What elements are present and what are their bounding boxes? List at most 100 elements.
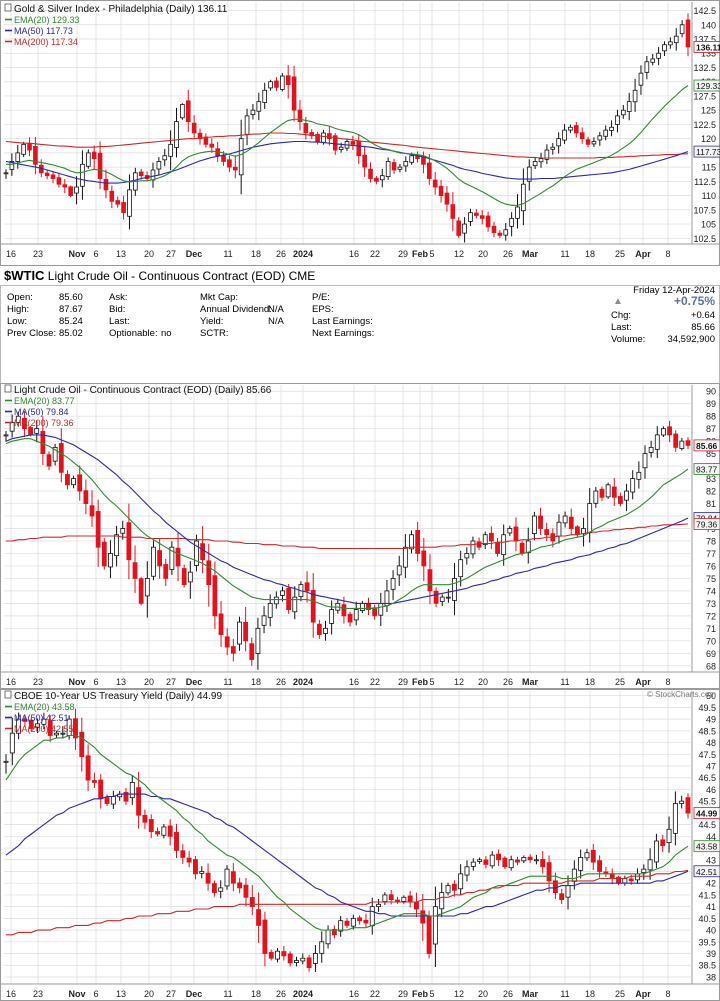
candle-body <box>433 590 439 604</box>
y-tick-label: 81 <box>706 499 716 509</box>
x-tick-label: 5 <box>429 249 434 259</box>
candle <box>396 555 402 586</box>
candle <box>426 910 432 959</box>
candle-body <box>221 154 226 162</box>
x-tick-label: 20 <box>478 677 488 687</box>
candle-body <box>197 132 203 140</box>
candle <box>420 893 426 941</box>
chg-value: +0.64 <box>690 310 715 321</box>
candle-body <box>508 859 514 869</box>
y-tick-label: 44.5 <box>698 820 716 830</box>
y-tick-label: 105 <box>701 220 716 230</box>
candle-body <box>95 511 101 548</box>
legend-entry: MA(200) 79.36 <box>14 418 74 428</box>
candle <box>91 145 97 170</box>
candle-body <box>662 44 667 52</box>
candle <box>338 915 344 937</box>
y-tick-label: 83 <box>706 474 716 484</box>
last-value-box <box>693 145 720 158</box>
optionable-label: Optionable: <box>109 328 158 339</box>
candle <box>41 712 47 730</box>
x-tick-label: 11 <box>223 989 232 999</box>
x-tick-label: 18 <box>585 989 595 999</box>
candle-body <box>644 61 650 73</box>
candle <box>209 138 215 153</box>
candle <box>362 145 367 177</box>
candle <box>544 522 550 541</box>
y-tick-label: 137.5 <box>693 35 716 45</box>
candle-body <box>224 636 230 648</box>
candle <box>615 109 620 133</box>
candle <box>644 56 650 80</box>
x-tick-label: 11 <box>560 249 569 259</box>
candle <box>521 855 527 864</box>
y-tick-label: 76 <box>706 561 716 571</box>
candle <box>445 882 451 896</box>
candle-body <box>174 121 179 148</box>
candle-body <box>679 800 685 804</box>
yield-value: N/A <box>268 316 284 327</box>
y-tick-label: 85 <box>706 449 716 459</box>
candle-body <box>432 179 438 188</box>
candle-body <box>632 89 638 103</box>
candle-body <box>250 109 256 115</box>
candle-body <box>267 602 273 618</box>
candle <box>227 155 232 173</box>
candle-body <box>439 892 445 910</box>
candle <box>243 877 249 907</box>
candle <box>243 606 249 652</box>
y-tick-label: 107.5 <box>693 205 716 215</box>
candle-body <box>120 528 126 534</box>
candle-body <box>9 161 15 170</box>
x-tick-label: 5 <box>429 677 434 687</box>
candle <box>451 880 457 897</box>
x-tick-label: 29 <box>398 677 408 687</box>
candle-body <box>450 204 456 219</box>
candle <box>376 898 382 912</box>
annual-dividend-value: N/A <box>268 304 284 315</box>
candle <box>206 543 212 607</box>
x-tick-label: Feb <box>412 249 429 259</box>
candle-body <box>363 919 369 924</box>
candle-body <box>163 564 169 579</box>
candle <box>180 844 186 864</box>
x-tick-label: 23 <box>33 249 43 259</box>
candle <box>379 168 385 188</box>
last-label: Last: <box>109 316 130 327</box>
candle-body <box>77 474 83 492</box>
candle <box>584 848 590 861</box>
optionable-value: no <box>161 328 172 339</box>
y-tick-label: 140 <box>701 20 716 30</box>
candle-body <box>256 909 262 926</box>
x-tick-label: 18 <box>585 249 595 259</box>
candle-body <box>268 951 274 959</box>
candle <box>331 925 337 939</box>
candle-body <box>538 515 543 529</box>
x-tick-label: 26 <box>276 989 286 999</box>
candle-body <box>628 878 634 882</box>
x-tick-label: 11 <box>223 249 232 259</box>
candle-body <box>685 19 691 48</box>
bid-label: Bid: <box>109 304 126 315</box>
last-value-box <box>693 865 720 878</box>
candle <box>306 954 312 972</box>
candle <box>609 120 614 137</box>
candle-body <box>519 542 525 554</box>
candle <box>464 860 470 882</box>
candle <box>668 37 673 49</box>
candle <box>300 953 306 965</box>
legend-entry: EMA(20) 43.58 <box>14 702 75 712</box>
y-tick-label: 38.5 <box>698 961 716 971</box>
y-tick-label: 125 <box>701 106 716 116</box>
candle <box>538 507 543 535</box>
y-tick-label: 47.5 <box>698 750 716 760</box>
candle-body <box>187 571 193 583</box>
x-tick-label: 18 <box>251 249 261 259</box>
candle <box>238 119 244 195</box>
candle <box>515 194 520 229</box>
candle <box>274 77 279 92</box>
candle-body <box>507 528 513 534</box>
last-value-tag: 129.33 <box>693 79 720 92</box>
candle <box>483 855 489 869</box>
candle-body <box>397 166 403 170</box>
